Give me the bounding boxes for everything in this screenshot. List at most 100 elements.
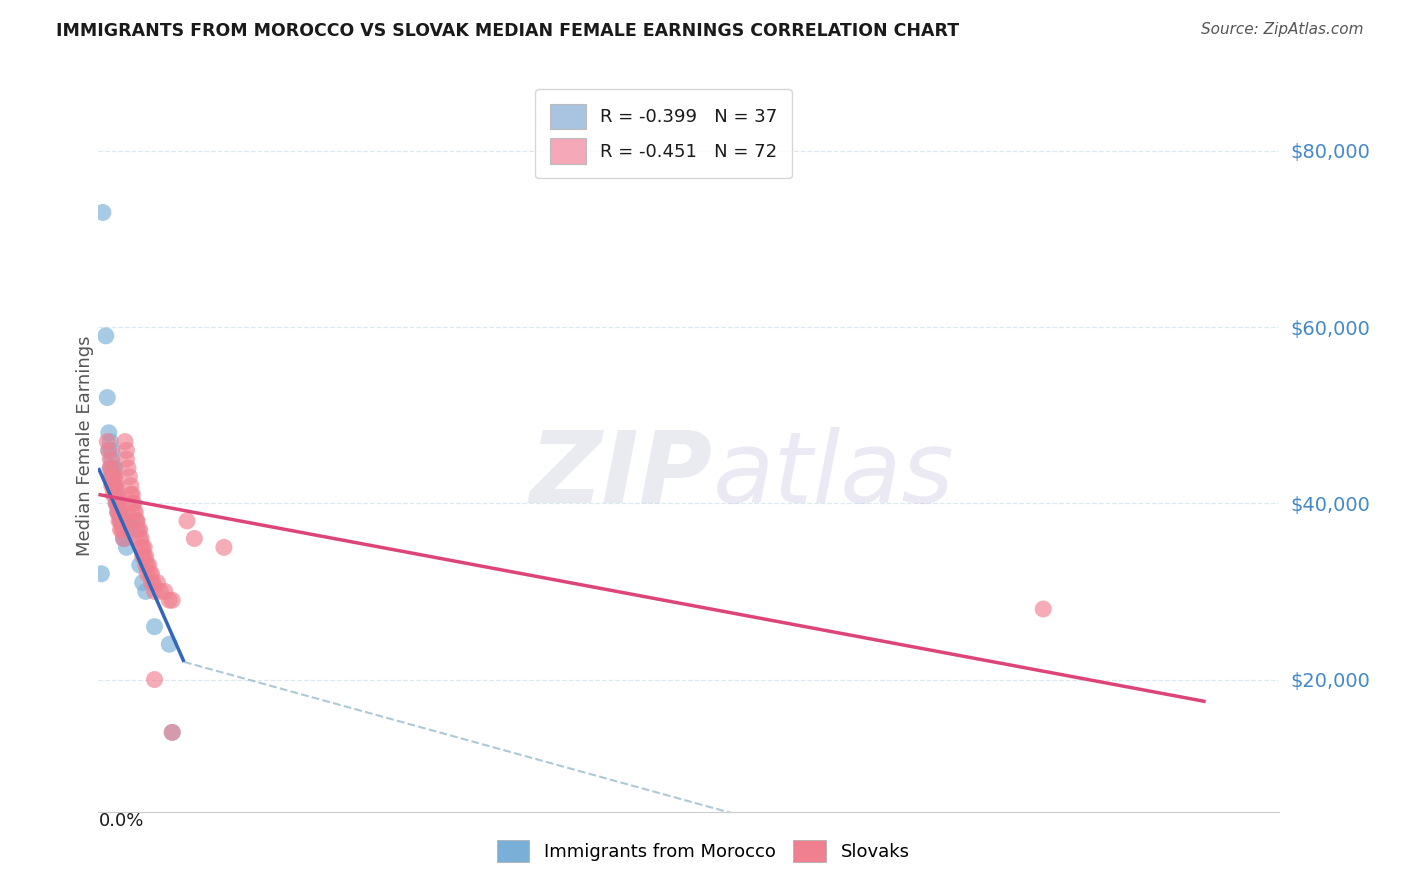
Point <box>135 584 157 599</box>
Point <box>146 575 169 590</box>
Point <box>120 514 142 528</box>
Point <box>162 725 183 739</box>
Point <box>110 514 132 528</box>
Legend: R = -0.399   N = 37, R = -0.451   N = 72: R = -0.399 N = 37, R = -0.451 N = 72 <box>536 89 792 178</box>
Point <box>129 532 152 546</box>
Point <box>183 532 205 546</box>
Point <box>100 461 122 475</box>
Point <box>103 470 125 484</box>
Point <box>139 566 162 581</box>
Point <box>96 391 118 405</box>
Point <box>97 425 120 440</box>
Point <box>103 478 125 492</box>
Point <box>120 478 142 492</box>
Point <box>127 523 149 537</box>
Point <box>112 523 135 537</box>
Point <box>125 523 148 537</box>
Point <box>104 470 127 484</box>
Point <box>117 523 139 537</box>
Point <box>104 478 127 492</box>
Point <box>136 558 159 572</box>
Point <box>134 549 156 563</box>
Point <box>100 443 122 458</box>
Point <box>98 452 121 467</box>
Point <box>94 329 117 343</box>
Point <box>143 584 166 599</box>
Point <box>98 461 121 475</box>
Point <box>107 487 129 501</box>
Point <box>132 575 155 590</box>
Point <box>105 496 128 510</box>
Point <box>108 496 131 510</box>
Text: Source: ZipAtlas.com: Source: ZipAtlas.com <box>1201 22 1364 37</box>
Point <box>104 478 127 492</box>
Point <box>132 549 155 563</box>
Point <box>117 461 139 475</box>
Point <box>104 461 127 475</box>
Point <box>103 487 125 501</box>
Point <box>129 541 152 555</box>
Point <box>122 496 145 510</box>
Point <box>98 461 121 475</box>
Point <box>115 541 138 555</box>
Point <box>132 541 155 555</box>
Point <box>128 523 150 537</box>
Point <box>111 514 134 528</box>
Point <box>98 434 121 449</box>
Point <box>90 566 112 581</box>
Point <box>141 566 163 581</box>
Point <box>124 505 146 519</box>
Point <box>142 575 165 590</box>
Point <box>128 558 150 572</box>
Point <box>143 673 166 687</box>
Point <box>111 514 134 528</box>
Point <box>149 584 172 599</box>
Text: atlas: atlas <box>713 426 955 524</box>
Point <box>107 505 129 519</box>
Point <box>108 505 131 519</box>
Point <box>135 549 157 563</box>
Y-axis label: Median Female Earnings: Median Female Earnings <box>76 335 94 557</box>
Point <box>112 532 135 546</box>
Text: IMMIGRANTS FROM MOROCCO VS SLOVAK MEDIAN FEMALE EARNINGS CORRELATION CHART: IMMIGRANTS FROM MOROCCO VS SLOVAK MEDIAN… <box>56 22 959 40</box>
Point <box>91 205 114 219</box>
Point <box>97 443 120 458</box>
Point <box>162 593 183 607</box>
Point <box>135 558 157 572</box>
Point <box>107 496 129 510</box>
Point <box>107 496 129 510</box>
Point <box>103 478 125 492</box>
Point <box>110 523 132 537</box>
Point <box>110 505 132 519</box>
Point <box>1032 602 1054 616</box>
Point <box>118 470 141 484</box>
Point <box>121 496 143 510</box>
Point <box>104 487 127 501</box>
Point <box>103 461 125 475</box>
Point <box>105 478 128 492</box>
Point <box>122 505 145 519</box>
Point <box>115 443 138 458</box>
Point <box>105 496 128 510</box>
Point <box>100 452 122 467</box>
Text: ZIP: ZIP <box>530 426 713 524</box>
Point <box>141 575 163 590</box>
Point <box>176 514 198 528</box>
Point <box>115 452 138 467</box>
Point <box>108 514 131 528</box>
Point <box>125 514 148 528</box>
Point <box>120 487 142 501</box>
Point <box>107 505 129 519</box>
Point <box>134 541 156 555</box>
Point <box>100 470 122 484</box>
Point <box>138 558 160 572</box>
Point <box>112 532 135 546</box>
Point <box>121 487 143 501</box>
Point <box>108 505 131 519</box>
Point <box>98 470 121 484</box>
Point <box>153 584 176 599</box>
Point <box>96 434 118 449</box>
Point <box>100 478 122 492</box>
Point <box>111 523 134 537</box>
Legend: Immigrants from Morocco, Slovaks: Immigrants from Morocco, Slovaks <box>489 833 917 870</box>
